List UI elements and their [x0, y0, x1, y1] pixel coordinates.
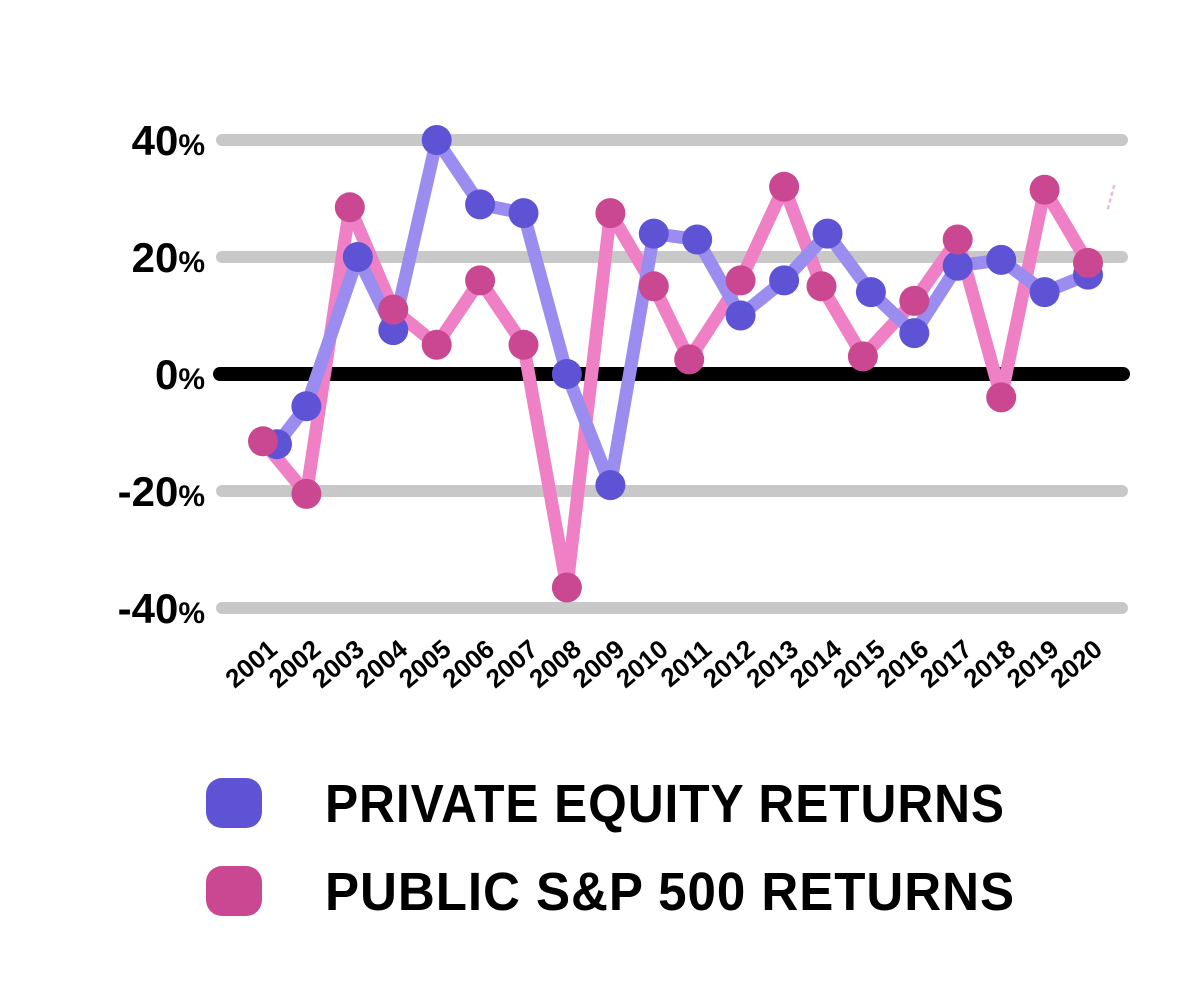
legend: PRIVATE EQUITY RETURNS PUBLIC S&P 500 RE…: [206, 774, 1015, 922]
sp500-point-2014: [806, 271, 837, 302]
private-equity-point-2018: [986, 244, 1017, 275]
y-tick-label-minus40pct: -40%: [118, 585, 205, 632]
x-tick-label-2020: 2020: [1044, 634, 1108, 694]
private-equity-point-2010: [638, 218, 669, 249]
private-equity-point-2008: [551, 359, 582, 389]
sp500-point-2005: [421, 329, 452, 360]
sp500-point-2008: [551, 572, 582, 603]
sp500-point-2002: [291, 478, 322, 509]
y-axis-tick-labels: 40% 20% 0% -20% -40%: [118, 117, 205, 632]
legend-swatch-private-equity: [206, 778, 262, 828]
legend-label-private-equity: PRIVATE EQUITY RETURNS: [325, 774, 1005, 834]
private-equity-point-2015: [855, 277, 886, 308]
sp500-point-2018: [986, 382, 1017, 413]
sp500-point-2019: [1029, 174, 1060, 205]
sp500-point-2006: [465, 265, 496, 296]
legend-swatch-sp500: [206, 866, 262, 916]
private-equity-point-2002: [291, 391, 322, 422]
y-tick-label-40pct: 40%: [132, 117, 205, 164]
stray-pink-mark: [1105, 184, 1116, 214]
private-equity-point-2005: [421, 125, 452, 155]
private-equity-point-2007: [508, 198, 539, 229]
series-markers: [248, 125, 1103, 603]
sp500-point-2017: [942, 224, 973, 255]
y-tick-label-20pct: 20%: [132, 234, 205, 281]
legend-label-sp500: PUBLIC S&P 500 RETURNS: [325, 862, 1015, 922]
sp500-point-2009: [595, 198, 626, 229]
private-equity-point-2009: [595, 470, 626, 501]
private-equity-point-2011: [682, 224, 713, 255]
sp500-point-2012: [725, 265, 756, 296]
private-equity-point-2014: [812, 218, 843, 249]
sp500-point-2011: [674, 344, 705, 375]
private-equity-point-2004: [378, 315, 409, 346]
private-equity-point-2013: [769, 265, 800, 296]
private-equity-point-2012: [725, 300, 756, 331]
y-tick-label-minus20pct: -20%: [118, 468, 205, 515]
x-axis-tick-labels: 2001200220032004200520062007200820092010…: [219, 633, 1108, 694]
private-equity-point-2003: [342, 242, 373, 272]
sp500-point-2020: [1073, 247, 1103, 278]
private-equity-point-2006: [465, 189, 496, 220]
y-tick-label-0pct: 0%: [155, 351, 205, 398]
sp500-point-2001: [248, 426, 278, 457]
private-equity-point-2017: [942, 250, 973, 281]
sp500-point-2016: [899, 285, 930, 316]
sp500-point-2013: [769, 171, 800, 202]
sp500-point-2003: [334, 192, 365, 223]
sp500-point-2010: [638, 271, 669, 302]
private-equity-point-2019: [1029, 277, 1060, 308]
sp500-point-2015: [847, 341, 878, 372]
sp500-point-2007: [508, 329, 539, 360]
private-equity-point-2016: [899, 318, 930, 349]
sp500-point-2004: [378, 294, 409, 325]
